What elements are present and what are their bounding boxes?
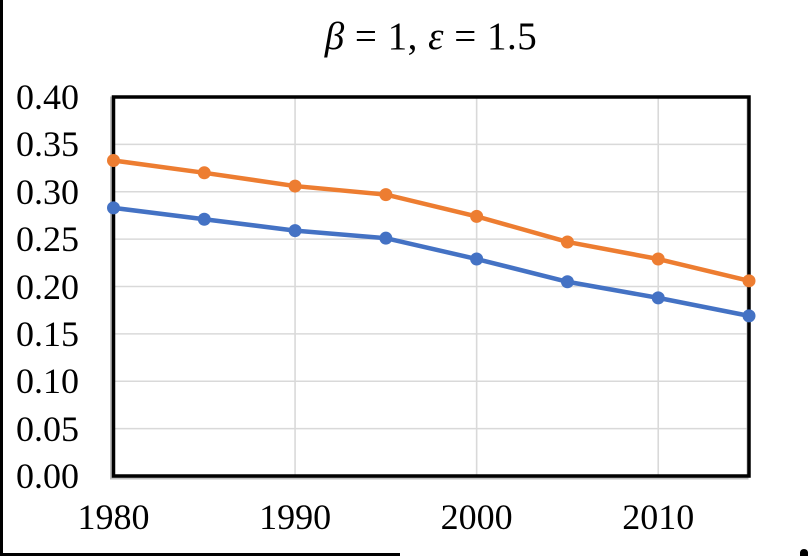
series-blue-line — [111, 205, 752, 319]
y-tick-label: 0.00 — [16, 456, 79, 496]
series-blue-marker — [379, 231, 393, 245]
crop-border-corner-fragment — [800, 549, 808, 556]
y-tick-label: 0.40 — [16, 77, 79, 117]
series-blue-marker — [288, 224, 302, 238]
plot-frame-shadow — [110, 96, 749, 480]
x-tick-label: 2000 — [440, 497, 513, 537]
series-blue-marker — [107, 201, 120, 215]
series-orange-marker — [107, 153, 120, 167]
y-tick-label: 0.25 — [16, 219, 79, 260]
x-tick-label: 2010 — [622, 497, 695, 537]
y-tick-label: 0.35 — [16, 124, 79, 165]
y-tick-label: 0.10 — [16, 361, 79, 402]
y-tick-label: 0.05 — [16, 408, 79, 449]
series-blue-marker — [651, 291, 665, 305]
series-orange-marker — [379, 188, 393, 202]
series-orange-marker — [742, 274, 756, 288]
crop-border-left — [0, 0, 3, 556]
y-tick-label: 0.30 — [16, 171, 79, 212]
chart-title: β = 1, ε = 1.5 — [324, 15, 538, 58]
y-tick-label: 0.15 — [16, 313, 79, 354]
series-orange-marker — [651, 252, 665, 266]
series-orange-marker — [288, 179, 302, 193]
series-blue-marker — [197, 212, 211, 226]
y-tick-label: 0.20 — [16, 266, 79, 307]
series-blue-marker — [560, 275, 574, 289]
series-blue-marker — [742, 309, 756, 323]
series-blue-marker — [470, 252, 484, 266]
series-orange-line — [111, 158, 752, 284]
x-tick-label: 1990 — [259, 497, 332, 537]
series-orange-marker — [197, 166, 211, 180]
crop-border-bottom — [0, 553, 400, 556]
series-orange-marker — [560, 235, 574, 249]
series-orange-marker — [470, 209, 484, 223]
x-tick-label: 1980 — [77, 497, 150, 537]
